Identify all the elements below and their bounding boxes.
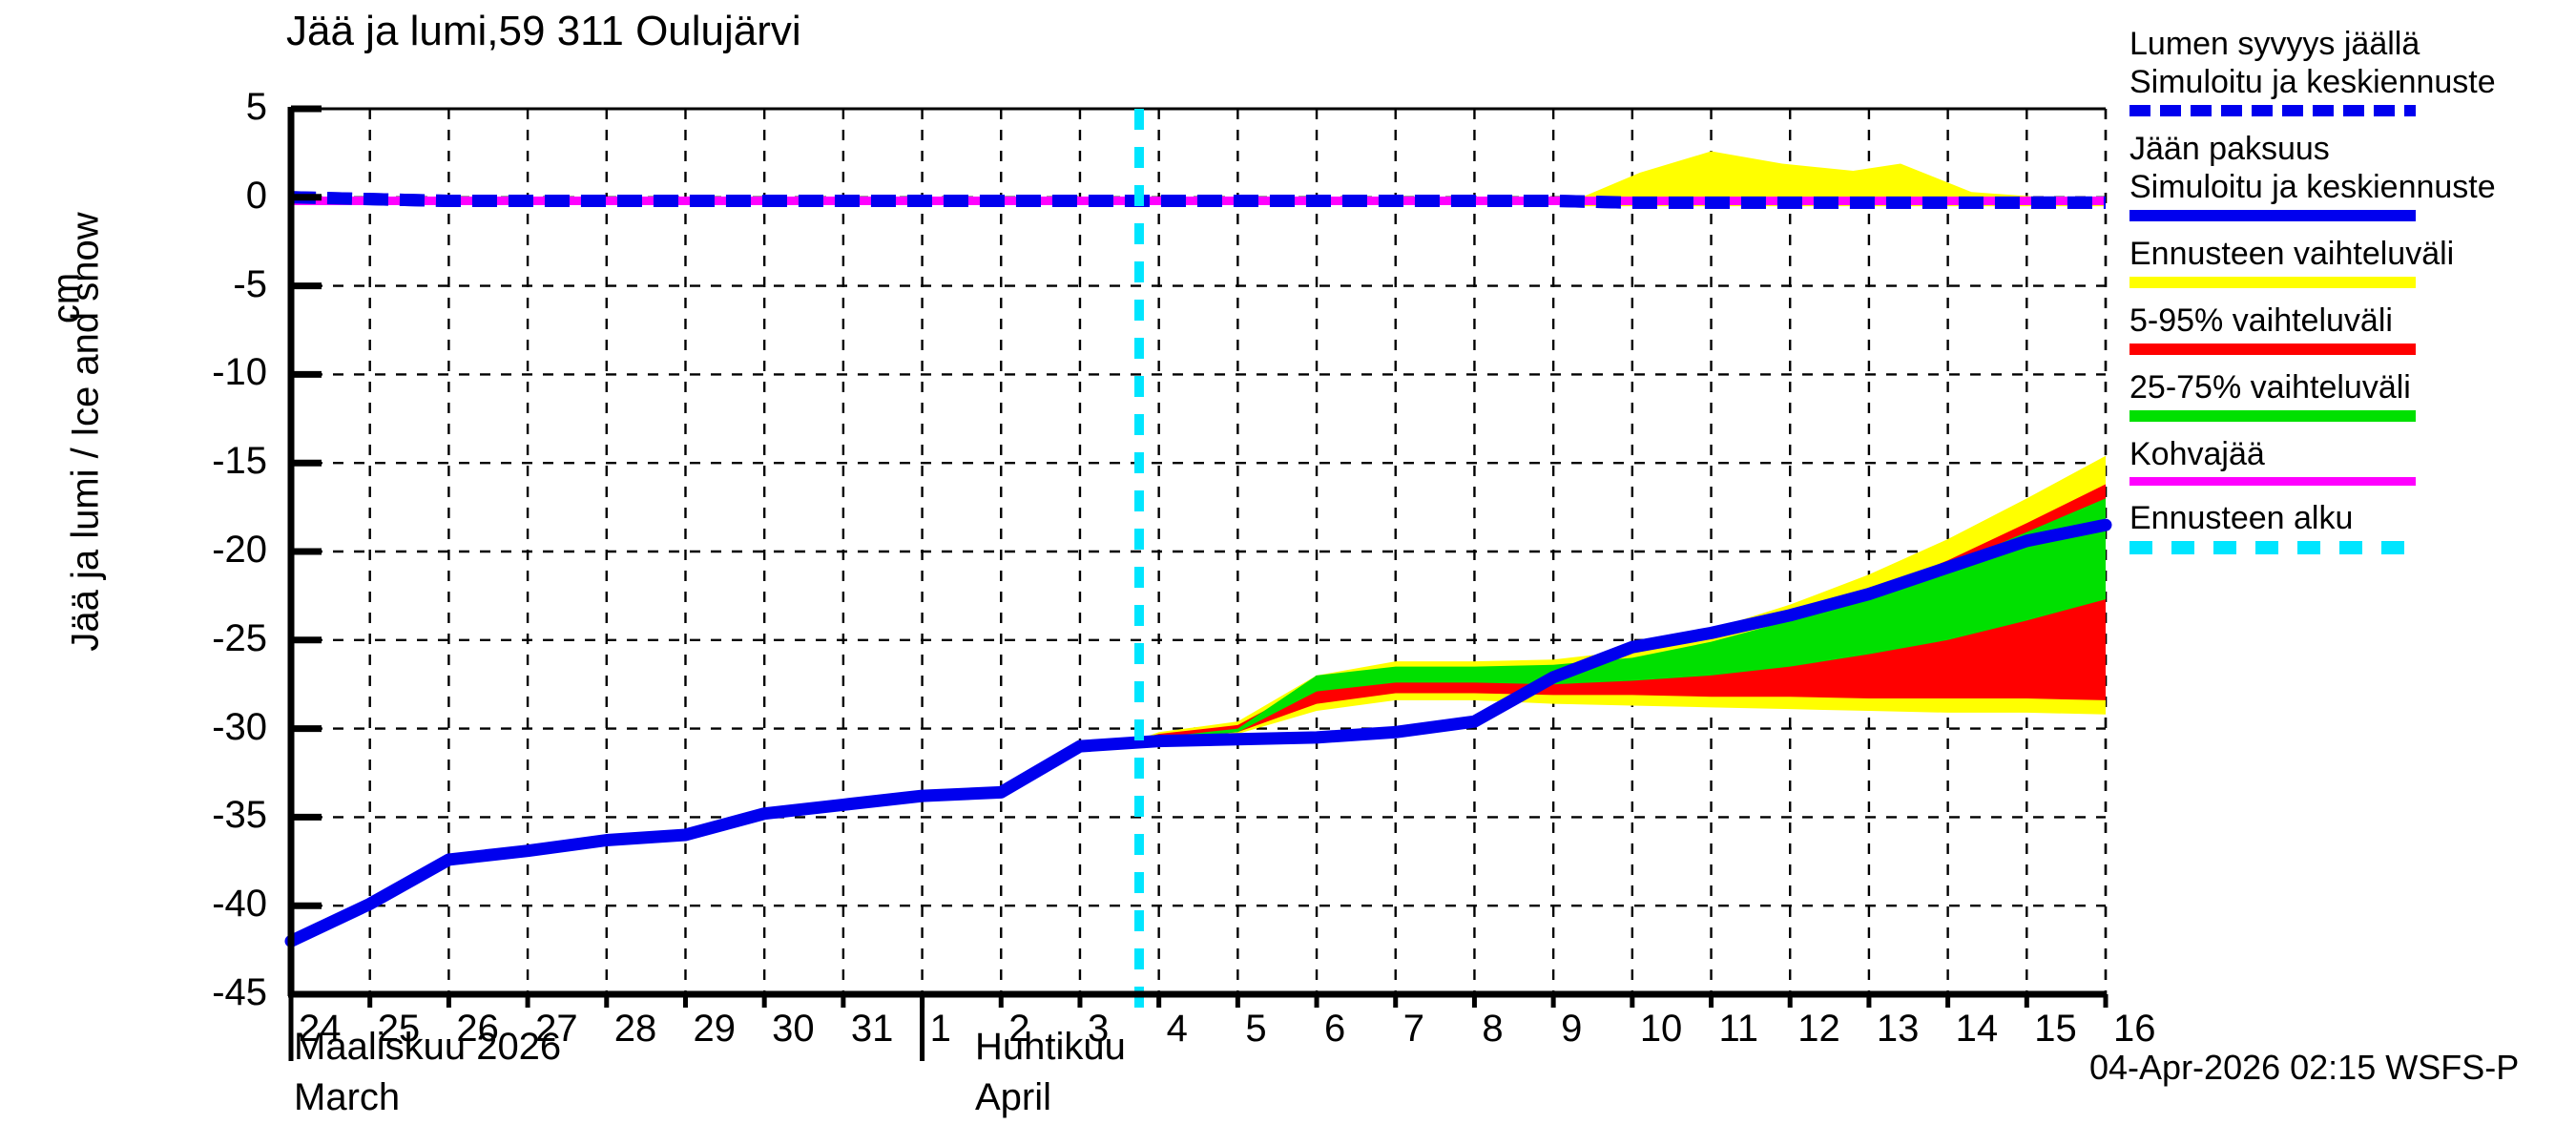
x-axis-month-en-april: April bbox=[975, 1076, 1052, 1118]
x-tick-label: 10 bbox=[1639, 1008, 1683, 1050]
x-tick-label: 7 bbox=[1402, 1008, 1424, 1050]
snow-forecast-band bbox=[1568, 151, 2106, 207]
legend-label-primary: Ennusteen vaihteluväli bbox=[2129, 236, 2455, 272]
y-axis-ticks: 5 0 -5 -10 -15 -20 -25 -30 -35 -40 -45 bbox=[143, 0, 267, 1145]
x-tick-label: 13 bbox=[1876, 1008, 1920, 1050]
y-tick-label: -15 bbox=[212, 440, 267, 483]
legend-item[interactable]: Ennusteen alku bbox=[2129, 499, 2576, 554]
x-tick-label: 11 bbox=[1718, 1008, 1759, 1050]
legend-swatch-cyan-icon bbox=[2129, 541, 2416, 554]
x-tick-label: 31 bbox=[850, 1008, 894, 1050]
legend-swatch-green-icon bbox=[2129, 410, 2416, 422]
legend-item[interactable]: 5-95% vaihteluväli bbox=[2129, 302, 2576, 355]
legend-label-secondary: Simuloitu ja keskiennuste bbox=[2129, 169, 2496, 205]
legend-item[interactable]: Kohvajää bbox=[2129, 435, 2576, 486]
x-tick-label: 9 bbox=[1561, 1008, 1583, 1050]
y-tick-label: -20 bbox=[212, 529, 267, 571]
y-tick-label: -10 bbox=[212, 351, 267, 394]
legend-swatch-dashed-blue-icon bbox=[2129, 105, 2416, 116]
legend-item[interactable]: 25-75% vaihteluväli bbox=[2129, 368, 2576, 422]
y-tick-label: -40 bbox=[212, 883, 267, 926]
page-title: Jää ja lumi,59 311 Oulujärvi bbox=[286, 8, 801, 54]
x-tick-label: 28 bbox=[613, 1008, 657, 1050]
x-tick-label: 27 bbox=[535, 1008, 578, 1050]
x-tick-label: 2 bbox=[1008, 1008, 1030, 1050]
legend-label-primary: Kohvajää bbox=[2129, 436, 2265, 472]
x-tick-label: 3 bbox=[1087, 1008, 1110, 1050]
x-tick-label: 25 bbox=[377, 1008, 421, 1050]
legend-item[interactable]: Lumen syvyys jäällä Simuloitu ja keskienn… bbox=[2129, 25, 2576, 116]
legend-label-primary: 5-95% vaihteluväli bbox=[2129, 302, 2393, 339]
x-tick-label: 14 bbox=[1955, 1008, 1999, 1050]
y-tick-label: -5 bbox=[233, 262, 267, 305]
x-tick-label: 6 bbox=[1324, 1008, 1346, 1050]
legend-label-primary: Jään paksuus bbox=[2129, 131, 2330, 167]
y-tick-label: -35 bbox=[212, 794, 267, 837]
x-tick-label: 1 bbox=[929, 1008, 951, 1050]
y-tick-label: -25 bbox=[212, 616, 267, 659]
x-tick-label: 29 bbox=[693, 1008, 736, 1050]
forecast-band-25-75-vaihteluv-li bbox=[1138, 498, 2106, 739]
series-ice-thickness bbox=[284, 518, 2112, 947]
x-tick-label: 8 bbox=[1482, 1008, 1504, 1050]
legend-label-primary: 25-75% vaihteluväli bbox=[2129, 369, 2411, 406]
footer-timestamp: 04-Apr-2026 02:15 WSFS-P bbox=[2089, 1048, 2520, 1087]
legend-item[interactable]: Jään paksuus Simuloitu ja keskiennuste bbox=[2129, 130, 2576, 221]
x-axis-month-fi-march: Maaliskuu 2026 bbox=[294, 1026, 562, 1068]
x-axis-month-fi-april: Huhtikuu bbox=[975, 1026, 1126, 1068]
x-tick-label: 4 bbox=[1166, 1008, 1188, 1050]
chart-legend: Lumen syvyys jäällä Simuloitu ja keskienn… bbox=[2129, 25, 2576, 568]
legend-swatch-solid-blue-icon bbox=[2129, 210, 2416, 221]
x-axis-month-en-march: March bbox=[294, 1076, 401, 1118]
y-tick-label: 0 bbox=[245, 174, 267, 217]
legend-label-primary: Ennusteen alku bbox=[2129, 500, 2354, 536]
x-tick-label: 12 bbox=[1797, 1008, 1840, 1050]
x-tick-label: 16 bbox=[2113, 1008, 2156, 1050]
legend-swatch-red-icon bbox=[2129, 344, 2416, 355]
legend-label-primary: Lumen syvyys jäällä bbox=[2129, 26, 2420, 62]
x-tick-label: 24 bbox=[299, 1008, 342, 1050]
x-tick-label: 5 bbox=[1245, 1008, 1267, 1050]
y-tick-label: 5 bbox=[245, 86, 267, 128]
legend-label-secondary: Simuloitu ja keskiennuste bbox=[2129, 64, 2496, 100]
y-tick-label: -30 bbox=[212, 705, 267, 748]
y-tick-label: -45 bbox=[212, 971, 267, 1013]
x-tick-label: 26 bbox=[456, 1008, 499, 1050]
legend-item[interactable]: Ennusteen vaihteluväli bbox=[2129, 235, 2576, 288]
legend-swatch-magenta-icon bbox=[2129, 477, 2416, 486]
x-tick-label: 15 bbox=[2034, 1008, 2077, 1050]
legend-swatch-yellow-icon bbox=[2129, 277, 2416, 288]
x-tick-label: 30 bbox=[772, 1008, 815, 1050]
series-snow-depth-overlay bbox=[290, 191, 2106, 209]
